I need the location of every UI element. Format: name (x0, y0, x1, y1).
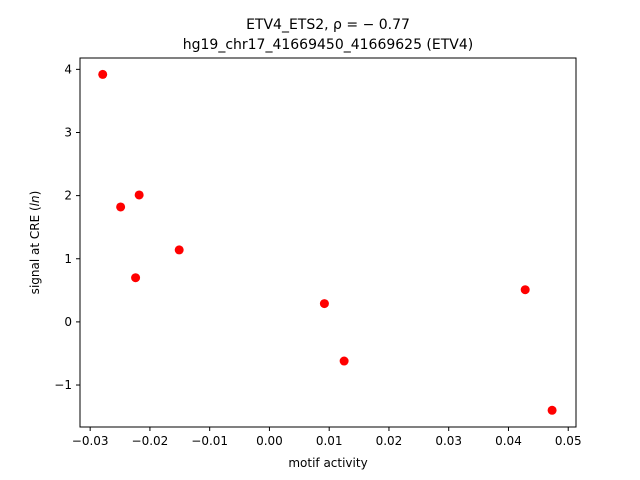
chart-title-line-2: hg19_chr17_41669450_41669625 (ETV4) (183, 37, 474, 53)
data-point-2 (116, 202, 126, 212)
y-tick-label: −1 (54, 378, 72, 392)
x-tick-label: 0.00 (256, 434, 283, 448)
x-axis-ticks: −0.03 −0.02 −0.01 0.00 0.01 0.02 0.03 0.04 0.05 (72, 427, 582, 448)
data-point-4 (131, 273, 141, 283)
y-axis-ticks: −1 0 1 2 3 4 (54, 62, 80, 392)
data-point-7 (339, 356, 349, 366)
plot-frame (79, 57, 577, 428)
data-point-8 (520, 285, 530, 295)
x-tick-label: 0.01 (316, 434, 343, 448)
x-tick-label: 0.04 (495, 434, 522, 448)
x-axis-label: motif activity (288, 456, 367, 470)
y-tick-label: 0 (64, 315, 72, 329)
data-point-3 (134, 190, 144, 200)
y-axis-label-italic: ln (28, 195, 42, 206)
x-tick-label: 0.03 (435, 434, 462, 448)
data-points (98, 69, 557, 415)
x-tick-label: 0.05 (555, 434, 582, 448)
y-axis-label-suffix: ) (28, 191, 42, 196)
x-tick-label: 0.02 (376, 434, 403, 448)
data-point-1 (98, 69, 108, 79)
y-axis-label: signal at CRE (ln) (28, 191, 42, 295)
y-axis-label-prefix: signal at CRE ( (28, 206, 42, 294)
y-tick-label: 1 (64, 252, 72, 266)
x-tick-label: −0.01 (191, 434, 228, 448)
data-point-5 (174, 245, 184, 255)
data-point-6 (319, 299, 329, 309)
y-tick-label: 4 (64, 62, 72, 76)
data-point-9 (547, 405, 557, 415)
x-tick-label: −0.02 (132, 434, 169, 448)
x-tick-label: −0.03 (72, 434, 109, 448)
y-tick-label: 2 (64, 189, 72, 203)
chart-title-line-1: ETV4_ETS2, ρ = − 0.77 (246, 17, 410, 33)
y-tick-label: 3 (64, 125, 72, 139)
